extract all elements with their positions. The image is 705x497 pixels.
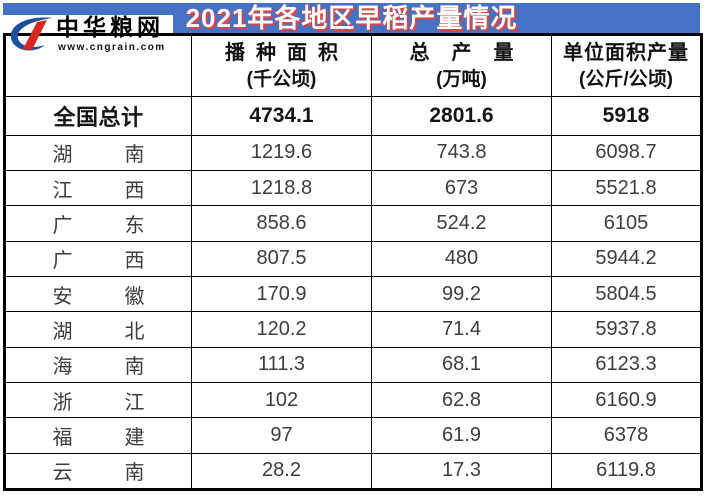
- region-cell: 海南: [4, 346, 192, 383]
- logo-slash-red: [23, 20, 47, 50]
- table-body: 全国总计 4734.1 2801.6 5918 湖南 1219.6 743.8 609…: [4, 96, 702, 490]
- production-table: 播种面积 (千公顷) 总产量 (万吨) 单位面积产量 (公斤/公顷) 全国总计 …: [3, 33, 703, 491]
- table-row: 湖南 1219.6 743.8 6098.7: [4, 134, 702, 172]
- sown-area-value: 102: [191, 381, 372, 419]
- region-label: 湖北: [52, 320, 145, 343]
- total-output-value: 61.9: [371, 417, 552, 454]
- page-title: 2021年各地区早稻产量情况: [185, 3, 518, 33]
- region-label: 海南: [52, 356, 145, 379]
- sown-area-value: 1218.8: [191, 170, 372, 207]
- total-output-value: 524.2: [371, 205, 552, 242]
- unit-yield-value: 6160.9: [551, 381, 702, 419]
- sown-area-value: 807.5: [191, 240, 372, 278]
- sown-area-value: 858.6: [191, 205, 372, 242]
- sown-area-value: 28.2: [191, 452, 372, 490]
- total-sown-area: 4734.1: [191, 96, 372, 136]
- region-label: 福建: [52, 426, 145, 449]
- total-output-value: 71.4: [371, 311, 552, 348]
- table-row: 安徽 170.9 99.2 5804.5: [4, 276, 702, 313]
- unit-yield-value: 5937.8: [551, 311, 702, 348]
- region-cell: 江西: [4, 170, 192, 207]
- header-sown-area-unit: (千公顷): [246, 68, 317, 90]
- region-cell: 湖南: [4, 134, 192, 172]
- total-output-value: 743.8: [371, 134, 552, 172]
- sown-area-value: 120.2: [191, 311, 372, 348]
- total-output: 2801.6: [371, 96, 552, 136]
- sown-area-value: 170.9: [191, 276, 372, 313]
- table-row: 广西 807.5 480 5944.2: [4, 240, 702, 278]
- total-region-label: 全国总计: [4, 96, 192, 136]
- cngrain-logo-icon: [10, 17, 53, 51]
- unit-yield-value: 6098.7: [551, 134, 702, 172]
- logo-background-patch: [3, 15, 173, 33]
- unit-yield-value: 6123.3: [551, 346, 702, 383]
- region-cell: 广西: [4, 240, 192, 278]
- region-cell: 浙江: [4, 381, 192, 419]
- region-label: 安徽: [52, 285, 145, 308]
- header-sown-area: 播种面积 (千公顷): [191, 34, 372, 97]
- region-cell: 安徽: [4, 276, 192, 313]
- table-header-row: 播种面积 (千公顷) 总产量 (万吨) 单位面积产量 (公斤/公顷): [4, 34, 702, 97]
- sown-area-value: 111.3: [191, 346, 372, 383]
- region-label: 广东: [52, 215, 145, 238]
- total-output-value: 99.2: [371, 276, 552, 313]
- header-total-output-label: 总产量: [409, 41, 536, 64]
- logo-text: 中华粮网: [56, 14, 164, 40]
- total-output-value: 62.8: [371, 381, 552, 419]
- header-unit-yield-unit: (公斤/公顷): [579, 68, 673, 90]
- total-unit-yield: 5918: [551, 96, 702, 136]
- logo-swoosh-blue: [10, 17, 53, 51]
- total-output-value: 480: [371, 240, 552, 278]
- unit-yield-value: 5804.5: [551, 276, 702, 313]
- table-row: 福建 97 61.9 6378: [4, 417, 702, 454]
- header-region-cell: [4, 34, 192, 97]
- header-unit-yield: 单位面积产量 (公斤/公顷): [551, 34, 702, 97]
- region-cell: 湖北: [4, 311, 192, 348]
- total-output-value: 68.1: [371, 346, 552, 383]
- table-row: 江西 1218.8 673 5521.8: [4, 170, 702, 207]
- table-row: 云南 28.2 17.3 6119.8: [4, 452, 702, 490]
- table-row-national-total: 全国总计 4734.1 2801.6 5918: [4, 96, 702, 136]
- table-row: 广东 858.6 524.2 6105: [4, 205, 702, 242]
- unit-yield-value: 5521.8: [551, 170, 702, 207]
- region-label: 广西: [52, 250, 145, 273]
- sown-area-value: 97: [191, 417, 372, 454]
- region-cell: 云南: [4, 452, 192, 490]
- header-unit-yield-label: 单位面积产量: [563, 41, 689, 64]
- region-cell: 福建: [4, 417, 192, 454]
- table-row: 海南 111.3 68.1 6123.3: [4, 346, 702, 383]
- sown-area-value: 1219.6: [191, 134, 372, 172]
- region-label: 浙江: [52, 391, 145, 414]
- total-output-value: 17.3: [371, 452, 552, 490]
- table-row: 浙江 102 62.8 6160.9: [4, 381, 702, 419]
- header-total-output: 总产量 (万吨): [371, 34, 552, 97]
- region-label: 江西: [52, 179, 145, 202]
- logo-website-text: www.cngrain.com: [58, 42, 166, 53]
- unit-yield-value: 5944.2: [551, 240, 702, 278]
- region-label: 云南: [52, 462, 145, 485]
- header-sown-area-label: 播种面积: [225, 41, 349, 64]
- unit-yield-value: 6105: [551, 205, 702, 242]
- region-label: 湖南: [52, 144, 145, 167]
- table-row: 湖北 120.2 71.4 5937.8: [4, 311, 702, 348]
- unit-yield-value: 6119.8: [551, 452, 702, 490]
- unit-yield-value: 6378: [551, 417, 702, 454]
- header-total-output-unit: (万吨): [436, 68, 487, 90]
- total-output-value: 673: [371, 170, 552, 207]
- region-cell: 广东: [4, 205, 192, 242]
